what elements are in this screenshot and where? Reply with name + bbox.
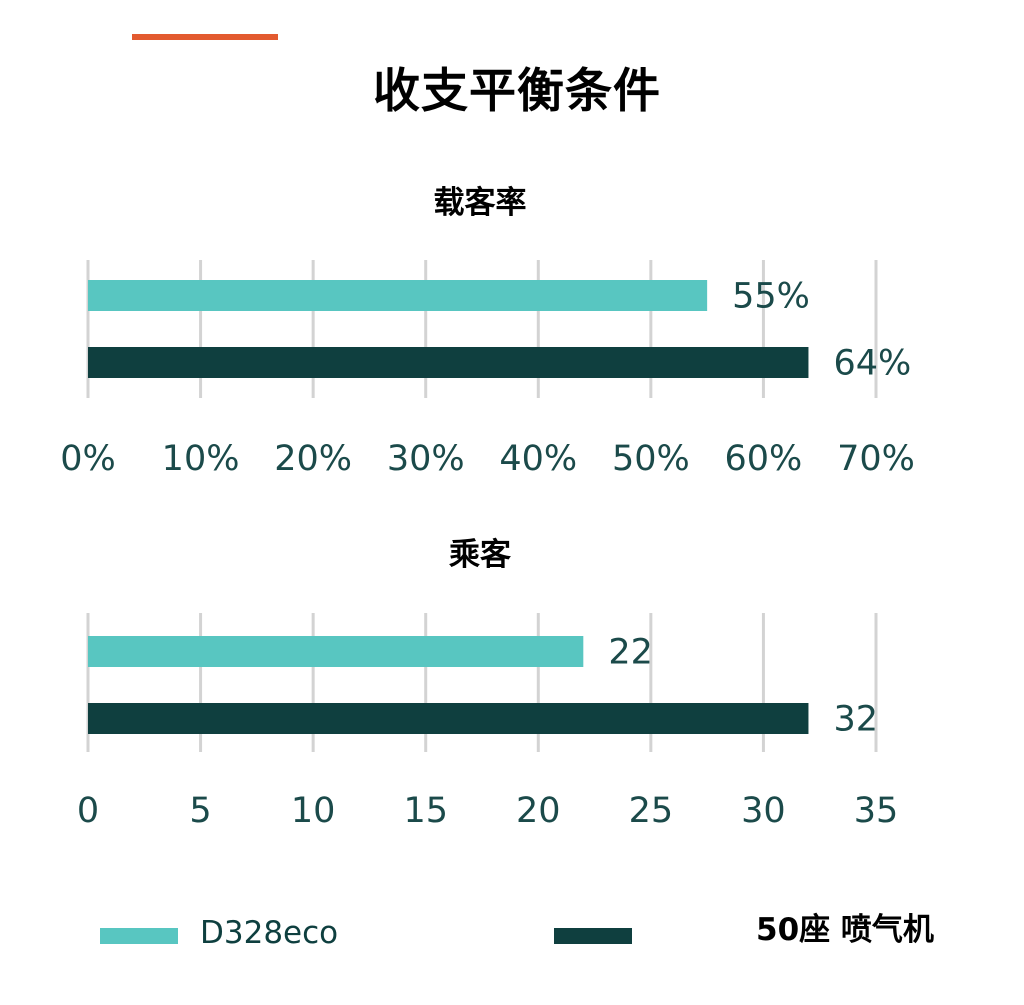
tick-label: 5 — [189, 791, 211, 831]
tick-label: 15 — [403, 791, 448, 831]
data-label: 22 — [608, 633, 653, 673]
accent-line — [132, 34, 278, 40]
tick-label: 35 — [854, 791, 899, 831]
bar — [88, 280, 708, 311]
panel-title: 乘客 — [449, 537, 511, 573]
tick-label: 10% — [162, 439, 240, 479]
tick-label: 70% — [837, 439, 915, 479]
tick-label: 20% — [274, 439, 352, 479]
bar — [88, 703, 809, 734]
tick-label: 60% — [725, 439, 803, 479]
legend-label-jet: 50座 喷气机 — [756, 912, 934, 948]
legend-label-d328eco: D328eco — [200, 915, 339, 951]
tick-label: 40% — [499, 439, 577, 479]
data-label: 32 — [833, 700, 878, 740]
data-label: 55% — [732, 277, 810, 317]
tick-label: 25 — [629, 791, 674, 831]
chart-title: 收支平衡条件 — [373, 64, 661, 119]
data-label: 64% — [833, 344, 911, 384]
legend-swatch-d328eco — [100, 928, 178, 944]
tick-label: 0% — [60, 439, 116, 479]
tick-label: 30% — [387, 439, 465, 479]
bar — [88, 636, 584, 667]
bar — [88, 347, 809, 378]
tick-label: 0 — [77, 791, 99, 831]
tick-label: 20 — [516, 791, 561, 831]
tick-label: 30 — [741, 791, 786, 831]
tick-label: 10 — [291, 791, 336, 831]
tick-label: 50% — [612, 439, 690, 479]
panel-title: 载客率 — [434, 185, 527, 221]
chart-area: 载客率 0% 10% 20% 30% 40% 50% 60% 70% 55% 64% 乘客 0 5 10 15… — [60, 185, 915, 831]
legend-swatch-jet — [554, 928, 632, 944]
